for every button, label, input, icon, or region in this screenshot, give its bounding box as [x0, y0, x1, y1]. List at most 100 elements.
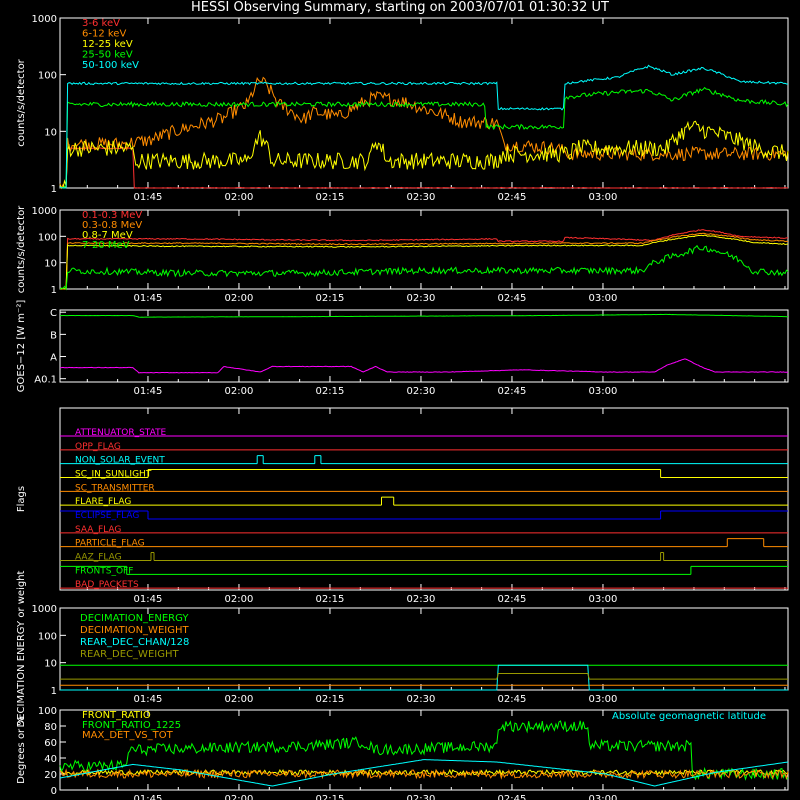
hxr-ylabel: counts/s/detector: [16, 58, 27, 146]
gamma-series-2: [60, 234, 789, 290]
gamma-xtick-label: 01:45: [134, 293, 163, 304]
gamma-series-3: [59, 244, 789, 291]
gamma-ylabel: counts/s/detector: [16, 205, 27, 293]
hxr-legend-1: 6-12 keV: [82, 29, 126, 40]
decimation-legend-1: DECIMATION_WEIGHT: [80, 625, 189, 636]
ratio-series-1: [59, 720, 789, 781]
flags-xtick-label: 02:00: [225, 594, 254, 605]
goes-xtick-label: 03:00: [589, 386, 618, 397]
decimation-series-2: [60, 664, 788, 691]
hxr-ytick-label: 1: [51, 184, 57, 195]
flags-label-8: PARTICLE_FLAG: [75, 539, 145, 549]
goes-xtick-label: 02:45: [498, 386, 527, 397]
ratio-ytick-label: 0: [51, 786, 57, 797]
ratio-legend-0: FRONT_RATIO: [82, 710, 151, 721]
ratio-series-2: [59, 768, 789, 780]
gamma-xtick-label: 03:00: [589, 293, 618, 304]
ratio-ytick-label: 80: [44, 722, 57, 733]
hxr-ytick-label: 10: [44, 127, 57, 138]
goes-series-1: [59, 358, 788, 374]
hxr-series-0: [59, 147, 789, 189]
decimation-xtick-label: 02:45: [498, 694, 527, 705]
flags-xtick-label: 02:30: [407, 594, 436, 605]
ratio-ytick-label: 20: [44, 770, 57, 781]
ratio-xtick-label: 02:15: [316, 794, 345, 800]
flags-series-5: [60, 496, 788, 506]
flags-label-1: OPP_FLAG: [75, 442, 121, 452]
hxr-xtick-label: 02:30: [407, 192, 436, 203]
flags-label-4: SC_TRANSMITTER: [75, 483, 155, 493]
decimation-series-3: [60, 673, 788, 680]
gamma-xtick-label: 02:45: [498, 293, 527, 304]
decimation-xtick-label: 02:00: [225, 694, 254, 705]
goes-xtick-label: 02:00: [225, 386, 254, 397]
flags-label-10: FRONTS_OFF: [75, 566, 133, 576]
gamma-xtick-label: 02:00: [225, 293, 254, 304]
flags-series-3: [60, 469, 788, 478]
goes-frame: [59, 309, 789, 383]
flags-frame: [59, 407, 789, 591]
gamma-xtick-label: 02:30: [407, 293, 436, 304]
ratio-ytick-label: 40: [44, 754, 57, 765]
flags-xtick-label: 01:45: [134, 594, 163, 605]
hxr-xtick-label: 02:00: [225, 192, 254, 203]
flags-label-9: AAZ_FLAG: [75, 553, 122, 563]
flags-label-2: NON_SOLAR_EVENT: [75, 456, 165, 466]
decimation-xtick-label: 03:00: [589, 694, 618, 705]
flags-xtick-label: 03:00: [589, 594, 618, 605]
goes-ytick-label: A0.1: [34, 375, 57, 386]
gamma-frame: [59, 209, 789, 290]
ratio-series-3: [59, 759, 789, 787]
flags-series-10: [60, 565, 788, 575]
decimation-legend-3: REAR_DEC_WEIGHT: [80, 649, 179, 660]
ratio-xtick-label: 02:30: [407, 794, 436, 800]
ratio-series-0: [59, 768, 789, 777]
hxr-legend-3: 25-50 keV: [82, 50, 133, 61]
ratio-xtick-label: 03:00: [589, 794, 618, 800]
ratio-xtick-label: 01:45: [134, 794, 163, 800]
flags-label-6: ECLIPSE_FLAG: [75, 511, 139, 521]
goes-ytick-label: C: [50, 308, 57, 319]
hxr-legend-2: 12-25 keV: [82, 39, 133, 50]
flags-xtick-label: 02:45: [498, 594, 527, 605]
decimation-ylabel: DECIMATION ENERGY or weight: [16, 570, 27, 727]
flags-series-2: [60, 455, 788, 465]
decimation-ytick-label: 100: [38, 631, 57, 642]
decimation-legend-2: REAR_DEC_CHAN/128: [80, 637, 189, 648]
gamma-ytick-label: 10: [44, 259, 57, 270]
hxr-xtick-label: 01:45: [134, 192, 163, 203]
hxr-frame: [59, 17, 789, 189]
flags-label-5: FLARE_FLAG: [75, 497, 131, 507]
decimation-ytick-label: 10: [44, 659, 57, 670]
ratio-frame: [59, 709, 789, 791]
decimation-xtick-label: 01:45: [134, 694, 163, 705]
gamma-ytick-label: 1000: [32, 206, 57, 217]
decimation-xtick-label: 02:15: [316, 694, 345, 705]
flags-series-8: [60, 538, 788, 548]
hxr-series-3: [59, 86, 789, 189]
main-title: HESSI Observing Summary, starting on 200…: [191, 0, 609, 15]
flags-series-9: [60, 552, 788, 561]
ratio-ylabel: Degrees or %: [16, 716, 27, 784]
decimation-xtick-label: 02:30: [407, 694, 436, 705]
ratio-xtick-label: 02:00: [225, 794, 254, 800]
flags-label-3: SC_IN_SUNLIGHT: [75, 470, 152, 480]
gamma-legend-0: 0.1-0.3 MeV: [82, 210, 142, 221]
hxr-legend-4: 50-100 keV: [82, 60, 139, 71]
goes-ylabel: GOES−12 [W m⁻²]: [16, 300, 27, 393]
gamma-xtick-label: 02:15: [316, 293, 345, 304]
gamma-ytick-label: 1: [51, 285, 57, 296]
decimation-ytick-label: 1: [51, 686, 57, 697]
gamma-series-1: [59, 232, 789, 290]
ratio-annotation: Absolute geomagnetic latitude: [612, 711, 766, 722]
hxr-ytick-label: 1000: [32, 14, 57, 25]
hxr-xtick-label: 02:45: [498, 192, 527, 203]
gamma-legend-3: 7-20 MeV: [82, 240, 130, 251]
goes-xtick-label: 01:45: [134, 386, 163, 397]
hxr-legend-0: 3-6 keV: [82, 18, 120, 29]
flags-label-0: ATTENUATOR_STATE: [75, 428, 167, 438]
goes-ytick-label: A: [50, 353, 57, 364]
ratio-legend-2: MAX_DET_VS_TOT: [82, 730, 174, 741]
